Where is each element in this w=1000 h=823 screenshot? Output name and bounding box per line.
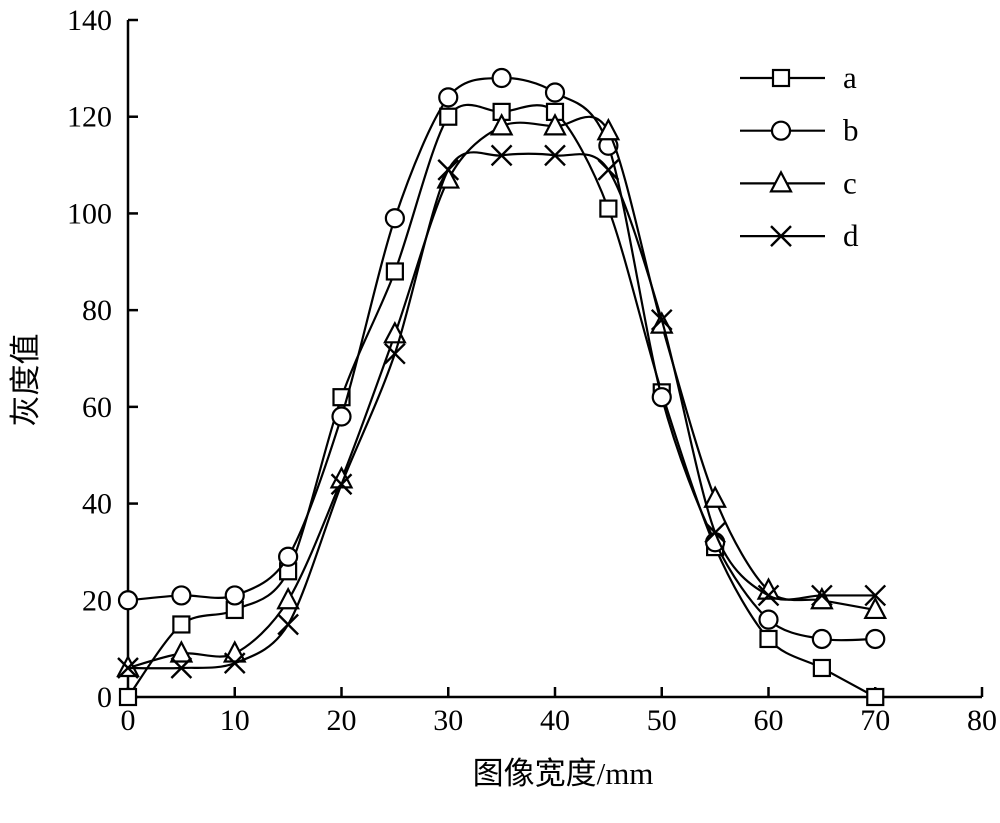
data-point-d: [864, 584, 887, 607]
cross-stroke: [650, 308, 673, 331]
data-point-c: [703, 485, 727, 508]
data-point-b: [544, 82, 566, 103]
x-tick-label: 40: [540, 704, 570, 737]
legend-item-a: a: [740, 60, 857, 95]
legend-label: b: [843, 113, 859, 148]
series-c: [116, 113, 888, 678]
x-tick-label: 80: [967, 704, 997, 737]
cross-stroke: [544, 144, 566, 167]
data-point-b: [865, 628, 886, 650]
data-point-d: [650, 308, 673, 331]
data-point-a: [599, 199, 618, 218]
y-tick-label: 120: [67, 101, 112, 134]
cross-stroke: [811, 584, 833, 607]
data-point-d: [597, 159, 620, 181]
data-point-c: [489, 113, 514, 136]
data-point-c: [169, 640, 194, 663]
data-point-c: [596, 117, 621, 141]
legend-label: a: [843, 60, 857, 95]
data-point-d: [490, 144, 513, 167]
legend-marker-cross: [770, 225, 792, 247]
data-point-c: [863, 596, 888, 620]
series-group: [116, 67, 888, 707]
data-point-b: [224, 585, 245, 606]
data-point-a: [385, 262, 404, 281]
x-tick-label: 0: [121, 704, 136, 737]
legend-marker-square: [771, 68, 791, 88]
data-point-a: [118, 687, 138, 707]
data-point-d: [170, 657, 193, 679]
x-tick-label: 70: [860, 704, 890, 737]
legend-label: d: [843, 218, 859, 253]
axes: 0 20 40 60 80 100 120 140 0 10 20 30 40 50 60 70 80: [67, 4, 997, 737]
y-tick-label: 20: [82, 584, 112, 617]
data-point-d: [811, 584, 833, 607]
y-tick-label: 40: [82, 488, 112, 521]
data-point-b: [384, 208, 405, 229]
data-point-b: [438, 87, 459, 108]
x-tick-label: 20: [327, 704, 357, 737]
data-point-a: [759, 629, 778, 649]
series-line-c: [127, 115, 876, 670]
cross-stroke: [770, 225, 792, 247]
data-point-a: [172, 615, 191, 634]
legend-item-b: b: [740, 113, 859, 148]
data-point-a: [812, 658, 831, 678]
cross-stroke: [437, 159, 460, 181]
cross-stroke: [330, 473, 353, 496]
cross-stroke: [277, 613, 299, 636]
y-tick-label: 100: [67, 197, 112, 230]
data-point-b: [331, 406, 352, 427]
legend-marker-triangle: [769, 170, 793, 193]
x-tick-label: 60: [754, 704, 784, 737]
data-point-d: [277, 613, 299, 636]
x-axis-label: 图像宽度/mm: [473, 756, 654, 791]
y-tick-label: 60: [82, 391, 112, 424]
cross-stroke: [117, 657, 139, 679]
data-point-c: [222, 640, 247, 663]
data-point-d: [704, 521, 726, 544]
cross-stroke: [170, 657, 193, 679]
data-point-d: [117, 657, 139, 679]
cross-stroke: [757, 584, 780, 607]
cross-stroke: [490, 144, 513, 167]
data-point-b: [651, 387, 672, 408]
y-tick-label: 0: [97, 681, 112, 714]
data-point-c: [543, 113, 567, 136]
y-tick-label: 140: [67, 4, 112, 37]
data-point-b: [758, 609, 779, 630]
x-tick-label: 30: [433, 704, 463, 737]
legend-item-c: c: [740, 165, 857, 200]
legend-marker-circle: [770, 120, 792, 141]
data-point-b: [491, 67, 512, 89]
data-point-d: [757, 584, 780, 607]
cross-stroke: [704, 521, 726, 544]
cross-stroke: [384, 342, 406, 365]
y-tick-label: 80: [82, 294, 112, 327]
cross-stroke: [223, 652, 246, 674]
data-point-d: [223, 652, 246, 674]
data-point-d: [437, 159, 460, 181]
data-point-b: [278, 546, 299, 567]
data-point-d: [384, 342, 406, 365]
series-line-b: [127, 76, 876, 642]
y-axis-label: 灰度值: [8, 334, 43, 427]
legend-item-d: d: [740, 218, 859, 253]
data-point-a: [866, 687, 885, 707]
data-point-b: [117, 590, 139, 611]
data-point-b: [171, 585, 192, 606]
data-point-b: [811, 628, 832, 650]
data-point-c: [276, 586, 300, 610]
data-point-a: [439, 107, 458, 126]
legend-label: c: [843, 165, 857, 200]
data-point-d: [544, 144, 566, 167]
data-point-d: [330, 473, 353, 496]
cross-stroke: [597, 159, 620, 181]
x-tick-label: 10: [220, 704, 250, 737]
x-tick-label: 50: [647, 704, 677, 737]
series-d: [117, 144, 887, 679]
cross-stroke: [864, 584, 887, 607]
